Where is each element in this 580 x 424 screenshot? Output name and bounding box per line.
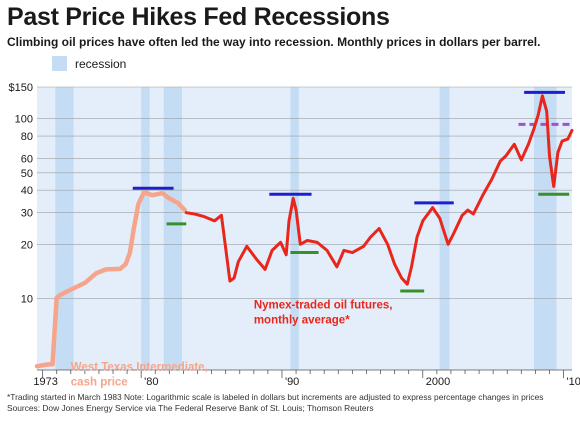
series-lines <box>34 94 574 369</box>
legend-label-recession: recession <box>75 56 127 71</box>
x-axis-ticks: 1973 '80 '90 2000 '10 <box>33 369 580 388</box>
price-markers <box>132 90 572 293</box>
legend: recession <box>52 56 126 71</box>
series-line-wti <box>34 189 188 369</box>
y-tick-label: 10 <box>21 293 33 305</box>
y-tick-label: 50 <box>21 168 33 180</box>
y-tick-label: 80 <box>21 131 33 143</box>
y-tick-label: 30 <box>21 208 33 220</box>
chart-subtitle: Climbing oil prices have often led the w… <box>7 35 541 49</box>
y-tick-label: 20 <box>21 239 33 251</box>
y-axis-ticks: $150 100 80 60 50 40 30 20 10 <box>9 82 33 305</box>
recession-band <box>163 87 183 370</box>
annotation-nymex: Nymex-traded oil futures, monthly average… <box>254 299 393 326</box>
x-tick-label: '90 <box>285 376 299 388</box>
x-tick-label: 1973 <box>33 376 57 388</box>
footnote-sources: Sources: Dow Jones Energy Service via Th… <box>7 403 374 413</box>
annotation-nymex-line: monthly average* <box>254 314 350 326</box>
series-line-nymex <box>184 94 574 286</box>
recession-band <box>141 87 150 370</box>
plot-background <box>37 87 572 370</box>
y-tick-label: 100 <box>15 114 33 126</box>
footnote-note: *Trading started in March 1983 Note: Log… <box>7 392 544 402</box>
x-tick-label: 2000 <box>426 376 450 388</box>
annotations: West Texas Intermediate, cash price Nymex-… <box>71 299 393 388</box>
recession-band <box>533 87 557 370</box>
legend-swatch-recession <box>52 56 67 71</box>
chart-title: Past Price Hikes Fed Recessions <box>7 3 390 31</box>
x-tick-label: '10 <box>567 376 580 388</box>
annotation-nymex-line: Nymex-traded oil futures, <box>254 299 393 311</box>
y-tick-label: 60 <box>21 154 33 166</box>
annotation-wti-line: cash price <box>71 376 128 388</box>
annotation-wti: West Texas Intermediate, cash price <box>71 361 208 388</box>
footnotes: *Trading started in March 1983 Note: Log… <box>7 392 543 414</box>
recession-band <box>55 87 74 370</box>
y-tick-label: 40 <box>21 185 33 197</box>
y-tick-label: $150 <box>9 82 33 94</box>
gridlines <box>37 86 572 299</box>
recession-band <box>290 87 299 370</box>
annotation-wti-line: West Texas Intermediate, <box>71 361 208 373</box>
x-tick-label: '80 <box>144 376 158 388</box>
